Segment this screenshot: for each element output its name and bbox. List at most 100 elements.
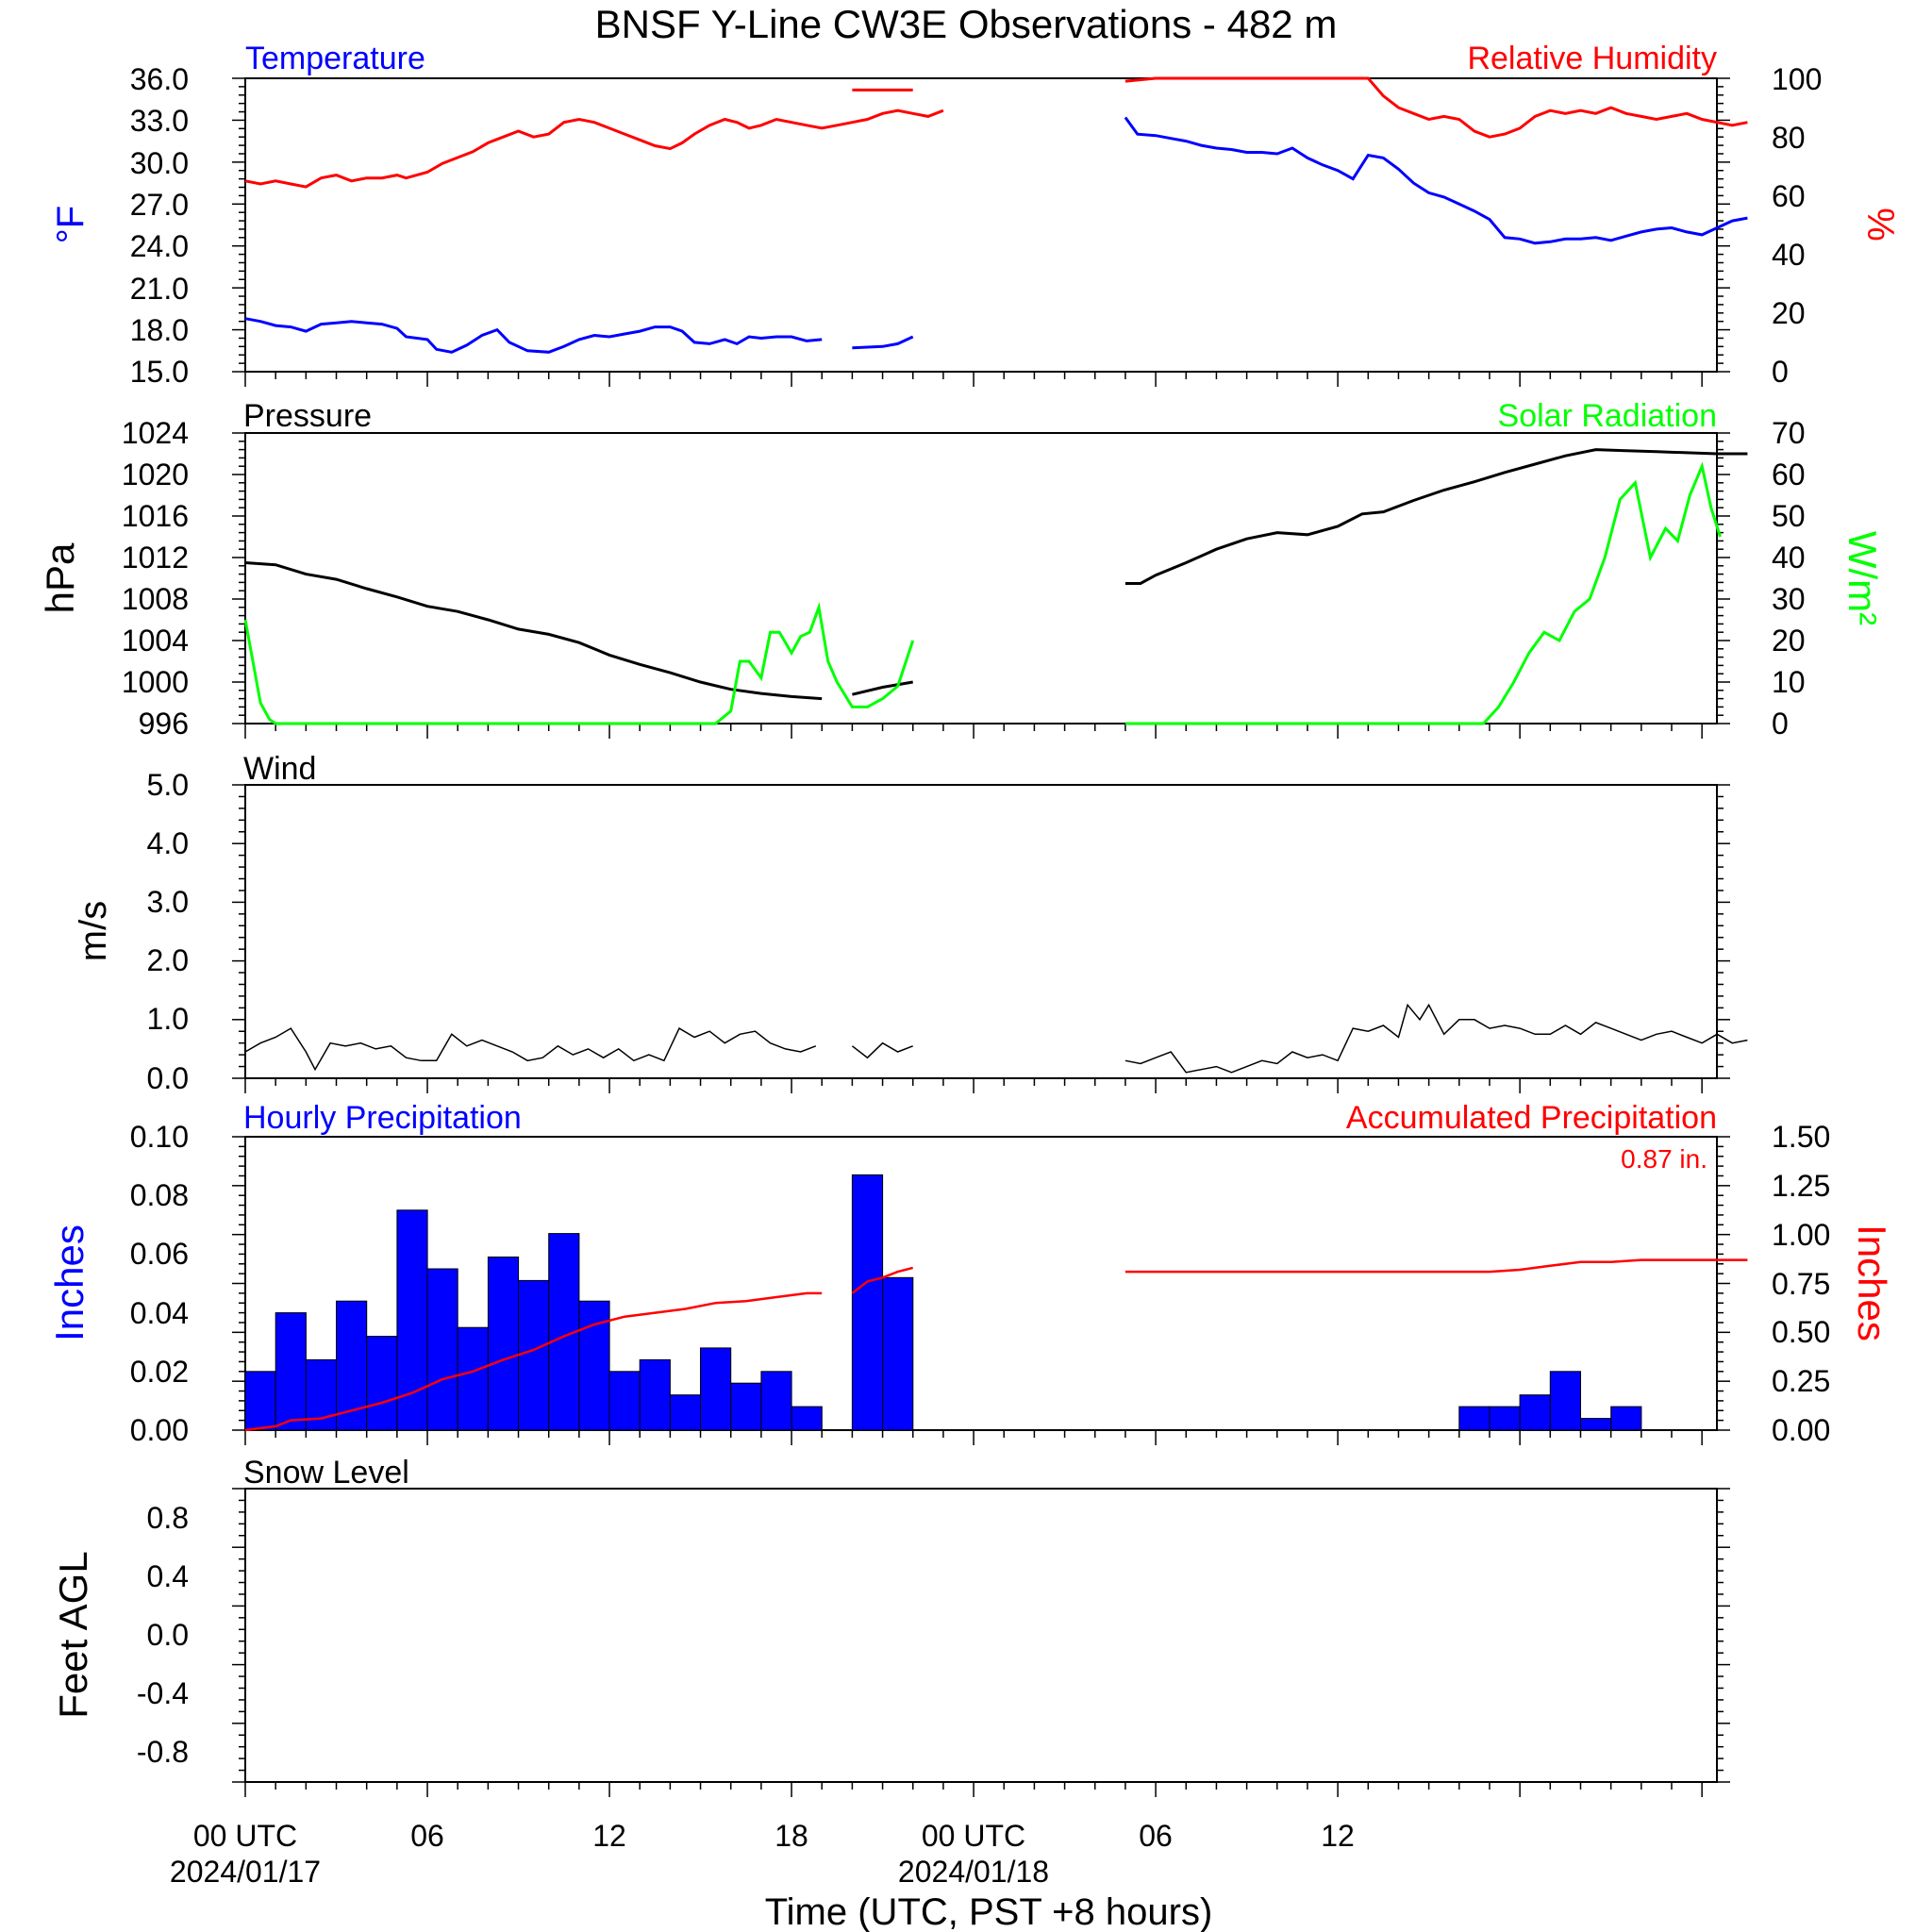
- y-tick-label: 18.0: [130, 313, 189, 347]
- x-tick-label: 06: [410, 1819, 444, 1853]
- snow-title: Snow Level: [243, 1455, 409, 1491]
- precip-bar: [1458, 1406, 1491, 1431]
- y-tick-label: 50: [1772, 499, 1806, 533]
- temperature-series-line: [852, 335, 914, 350]
- precip-bar: [882, 1276, 914, 1431]
- y-tick-label: 4.0: [147, 826, 189, 860]
- y-tick-label: 1008: [122, 582, 189, 616]
- humidity-series-line: [244, 108, 944, 189]
- date-label: 2024/01/17: [170, 1855, 321, 1889]
- precip-bar: [518, 1279, 550, 1431]
- snow-units: Feet AGL: [51, 1551, 95, 1718]
- y-tick-label: 0.08: [130, 1178, 189, 1212]
- y-tick-label: 1.0: [147, 1002, 189, 1036]
- precip-bar: [457, 1326, 489, 1431]
- temperature-units: °F: [50, 206, 92, 243]
- y-tick-label: 20: [1772, 624, 1806, 658]
- precip-bar: [851, 1174, 884, 1431]
- date-label: 2024/01/18: [898, 1855, 1049, 1889]
- y-tick-label: 40: [1772, 541, 1806, 575]
- solar-title: Solar Radiation: [1498, 398, 1717, 434]
- axis-tick-marks: [232, 432, 1730, 739]
- temp-rh-frame: [244, 77, 1718, 373]
- solar-axis-ticks: 70 60 50 40 30 20 10 0: [1772, 416, 1806, 741]
- temperature-title: Temperature: [245, 41, 425, 76]
- accum-precip-units: Inches: [1850, 1224, 1894, 1341]
- y-tick-label: -0.8: [137, 1735, 189, 1769]
- wind-series-line: [1124, 1003, 1748, 1074]
- y-tick-label: 0.0: [147, 1618, 189, 1652]
- y-tick-label: 1024: [122, 416, 189, 450]
- y-tick-label: 0.00: [130, 1413, 189, 1447]
- axis-tick-marks: [232, 1136, 1730, 1445]
- humidity-title: Relative Humidity: [1467, 41, 1717, 76]
- wind-series-line: [851, 1041, 913, 1059]
- pressure-units: hPa: [38, 542, 82, 613]
- y-tick-label: 1020: [122, 458, 189, 491]
- y-tick-label: 30: [1772, 582, 1806, 616]
- y-tick-label: 0: [1772, 355, 1789, 389]
- pressure-axis-ticks: 1024 1020 1016 1012 1008 1004 1000 996: [122, 416, 189, 741]
- temp-rh-panel: Temperature Relative Humidity °F % 36.0 …: [50, 41, 1901, 389]
- y-tick-label: 1.50: [1772, 1120, 1830, 1154]
- y-tick-label: 24.0: [130, 229, 189, 263]
- y-tick-label: 60: [1772, 179, 1806, 213]
- precip-bar: [669, 1394, 702, 1431]
- y-tick-label: 0.4: [147, 1559, 189, 1593]
- precip-bar: [700, 1347, 732, 1431]
- temperature-series-line: [1124, 116, 1748, 245]
- y-tick-label: 3.0: [147, 885, 189, 919]
- chart-title: BNSF Y-Line CW3E Observations - 482 m: [595, 2, 1338, 46]
- precip-bar: [1610, 1406, 1642, 1431]
- accum-precip-series-line: [851, 1266, 914, 1294]
- precip-bar: [487, 1257, 520, 1431]
- wind-title: Wind: [243, 751, 316, 787]
- precip-bar: [760, 1371, 792, 1431]
- x-axis-title: Time (UTC, PST +8 hours): [765, 1891, 1213, 1932]
- y-tick-label: 0.8: [147, 1501, 189, 1535]
- pressure-series-line: [852, 680, 913, 696]
- y-tick-label: 30.0: [130, 146, 189, 180]
- y-tick-label: -0.4: [137, 1676, 189, 1710]
- x-tick-label: 12: [592, 1819, 626, 1853]
- hourly-precip-axis-ticks: 0.10 0.08 0.06 0.04 0.02 0.00: [130, 1120, 189, 1447]
- precip-bar: [608, 1371, 641, 1431]
- precip-bar: [730, 1382, 762, 1431]
- snow-panel: Snow Level Feet AGL 0.8 0.4 0.0 -0.4 -0.…: [51, 1455, 1718, 1783]
- accum-precip-axis-ticks: 1.50 1.25 1.00 0.75 0.50 0.25 0.00: [1772, 1120, 1830, 1447]
- y-tick-label: 21.0: [130, 272, 189, 306]
- accum-precip-total: 0.87 in.: [1621, 1144, 1707, 1174]
- snow-frame: [244, 1488, 1718, 1783]
- y-tick-label: 996: [139, 707, 189, 741]
- y-tick-label: 0: [1772, 707, 1789, 741]
- pressure-series-line: [244, 561, 823, 701]
- y-tick-label: 33.0: [130, 104, 189, 138]
- axis-tick-marks: [232, 1488, 1730, 1797]
- y-tick-label: 1004: [122, 624, 189, 658]
- y-tick-label: 10: [1772, 665, 1806, 699]
- y-tick-label: 0.04: [130, 1296, 189, 1330]
- y-tick-label: 1016: [122, 499, 189, 533]
- temperature-series-line: [244, 317, 823, 354]
- y-tick-label: 27.0: [130, 188, 189, 222]
- y-tick-label: 0.02: [130, 1355, 189, 1389]
- y-tick-label: 0.50: [1772, 1315, 1830, 1349]
- humidity-units: %: [1859, 208, 1901, 242]
- y-tick-label: 80: [1772, 121, 1806, 155]
- y-tick-label: 1.00: [1772, 1218, 1830, 1252]
- wind-frame: [244, 784, 1718, 1079]
- axis-tick-marks: [232, 77, 1730, 387]
- y-tick-label: 60: [1772, 458, 1806, 491]
- wind-units: m/s: [73, 901, 114, 961]
- precip-bar: [366, 1336, 398, 1431]
- pressure-solar-panel: Pressure Solar Radiation hPa W/m² 1024 1…: [38, 398, 1885, 741]
- temperature-axis-ticks: 36.0 33.0 30.0 27.0 24.0 21.0 18.0 15.0: [130, 62, 189, 389]
- y-tick-label: 1.25: [1772, 1169, 1830, 1203]
- humidity-series-line: [1124, 76, 1748, 139]
- accum-precip-series-line: [1124, 1258, 1748, 1274]
- wind-axis-ticks: 5.0 4.0 3.0 2.0 1.0 0.0: [147, 768, 189, 1095]
- x-tick-label: 06: [1139, 1819, 1173, 1853]
- y-tick-label: 2.0: [147, 943, 189, 977]
- hourly-precip-title: Hourly Precipitation: [243, 1100, 522, 1136]
